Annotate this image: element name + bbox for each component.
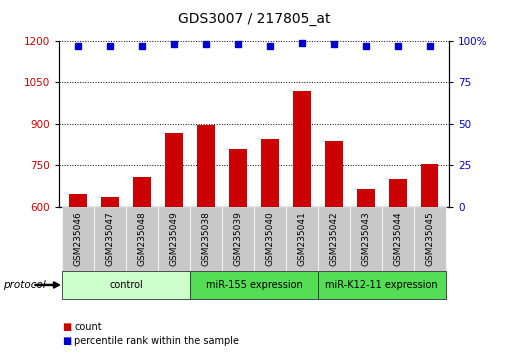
Text: control: control [109, 280, 143, 290]
Text: GSM235041: GSM235041 [298, 212, 306, 266]
Text: GSM235048: GSM235048 [137, 212, 147, 266]
Bar [325, 141, 343, 354]
Text: GSM235038: GSM235038 [202, 211, 210, 267]
Text: miR-K12-11 expression: miR-K12-11 expression [325, 280, 438, 290]
Text: GDS3007 / 217805_at: GDS3007 / 217805_at [177, 12, 330, 27]
Text: GSM235045: GSM235045 [425, 212, 434, 266]
Bar [229, 149, 247, 354]
Bar [421, 164, 439, 354]
Text: ■: ■ [62, 322, 71, 332]
Bar [389, 179, 406, 354]
Text: GSM235044: GSM235044 [393, 212, 402, 266]
Text: percentile rank within the sample: percentile rank within the sample [74, 336, 240, 346]
Bar [133, 177, 151, 354]
Bar [165, 133, 183, 354]
Bar [69, 194, 87, 354]
Text: GSM235049: GSM235049 [169, 212, 179, 266]
Text: GSM235046: GSM235046 [74, 212, 83, 266]
Text: count: count [74, 322, 102, 332]
Text: ■: ■ [62, 336, 71, 346]
Text: GSM235042: GSM235042 [329, 212, 339, 266]
Bar [197, 125, 215, 354]
Bar [261, 139, 279, 354]
Bar [293, 91, 311, 354]
Text: GSM235047: GSM235047 [106, 212, 114, 266]
Bar [102, 196, 119, 354]
Bar [357, 189, 374, 354]
Text: miR-155 expression: miR-155 expression [206, 280, 302, 290]
Text: protocol: protocol [3, 280, 45, 290]
Text: GSM235043: GSM235043 [361, 212, 370, 266]
Text: GSM235039: GSM235039 [233, 211, 243, 267]
Text: GSM235040: GSM235040 [265, 212, 274, 266]
